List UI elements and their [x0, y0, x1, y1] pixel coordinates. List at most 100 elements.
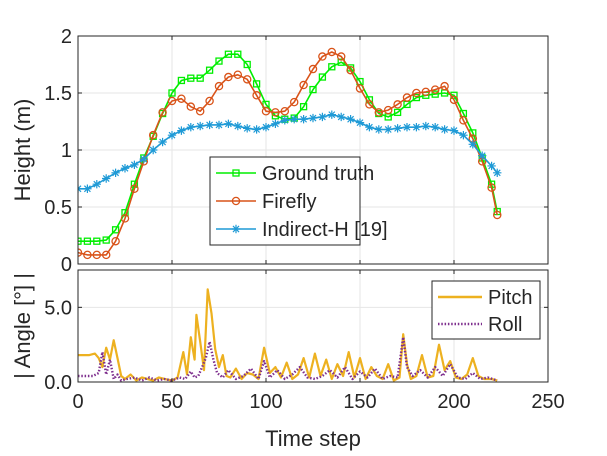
legend: Pitch Roll: [431, 280, 541, 340]
data-point: [187, 74, 195, 82]
data-point: [83, 184, 92, 193]
data-point: [167, 96, 177, 106]
data-point: [327, 47, 337, 57]
data-point: [280, 116, 289, 125]
y-axis-label: Height (m): [10, 99, 35, 202]
data-point: [431, 123, 440, 132]
data-point: [431, 90, 439, 98]
data-point: [148, 130, 158, 140]
data-point: [468, 140, 477, 149]
data-point: [449, 95, 459, 105]
y-axis-label: | Angle [°] |: [10, 273, 35, 379]
data-point: [83, 250, 92, 260]
data-point: [121, 209, 129, 217]
data-point: [224, 72, 233, 82]
y-tick-label: 5.0: [44, 297, 72, 319]
data-point: [430, 85, 440, 94]
data-point: [243, 60, 251, 69]
data-point: [92, 180, 101, 189]
data-point: [384, 125, 393, 134]
series-firefly: [78, 47, 502, 260]
x-tick-label: 200: [437, 391, 470, 413]
data-point: [205, 66, 214, 74]
data-point: [224, 119, 233, 128]
data-point: [130, 184, 139, 194]
data-point: [224, 50, 233, 58]
data-point: [318, 112, 327, 122]
data-point: [383, 105, 393, 115]
data-point: [421, 121, 430, 131]
data-point: [492, 210, 502, 220]
data-point: [308, 64, 318, 74]
data-point: [309, 85, 317, 94]
data-point: [101, 250, 111, 260]
x-tick-label: 150: [343, 391, 376, 413]
data-point: [111, 168, 120, 177]
data-point: [280, 106, 290, 116]
data-point: [412, 93, 421, 102]
data-point: [346, 115, 355, 124]
angle-panel: 0 50 100 150 200 250 0.0 5.0 | Angle [°] | Time s…: [10, 269, 565, 451]
data-point: [355, 118, 365, 127]
data-point: [252, 91, 261, 100]
x-tick-label: 100: [249, 391, 282, 413]
data-point: [205, 120, 214, 130]
data-point: [328, 63, 336, 71]
data-point: [289, 97, 299, 107]
data-point: [374, 108, 384, 117]
y-tick-label: 1: [61, 140, 72, 162]
data-point: [149, 145, 158, 155]
data-point: [92, 250, 102, 260]
legend-marker: [231, 196, 241, 206]
y-tick-label: 0.5: [44, 197, 72, 219]
data-point: [459, 130, 468, 140]
data-point: [233, 70, 243, 80]
series-line-roll: [78, 336, 498, 382]
data-point: [365, 123, 374, 132]
data-point: [233, 121, 242, 131]
data-point: [111, 236, 120, 246]
data-point: [168, 89, 176, 97]
data-point: [205, 96, 214, 106]
data-point: [346, 65, 355, 75]
data-point: [158, 108, 167, 117]
data-point: [214, 81, 224, 91]
data-point: [102, 236, 110, 244]
data-point: [393, 108, 402, 117]
x-tick-label: 0: [72, 391, 83, 413]
data-point: [186, 102, 196, 111]
x-tick-label: 250: [531, 391, 564, 413]
data-point: [243, 124, 252, 133]
legend-marker: [231, 224, 241, 234]
data-point: [93, 237, 101, 245]
data-point: [139, 154, 148, 164]
legend-label-ground-truth: Ground truth: [262, 163, 374, 185]
data-point: [186, 123, 195, 132]
data-point: [365, 100, 374, 109]
data-point: [177, 76, 186, 85]
x-axis-label: Time step: [265, 426, 361, 451]
data-point: [374, 125, 383, 134]
data-point: [337, 112, 346, 122]
data-point: [336, 52, 346, 61]
data-point: [158, 137, 167, 147]
legend: Ground truth Firefly Indirect-H [19]: [209, 156, 388, 246]
y-tick-label: 2: [61, 26, 72, 48]
data-point: [271, 108, 280, 117]
data-point: [412, 123, 421, 132]
data-point: [299, 103, 308, 111]
data-point: [120, 214, 130, 223]
data-point: [308, 113, 318, 123]
data-point: [299, 115, 308, 124]
legend-label-pitch: Pitch: [488, 287, 532, 309]
data-point: [487, 183, 496, 192]
data-point: [196, 121, 205, 131]
x-tick-label: 50: [161, 391, 183, 413]
data-point: [261, 106, 271, 116]
legend-label-firefly: Firefly: [262, 191, 316, 213]
data-point: [111, 226, 120, 234]
data-point: [271, 119, 280, 128]
y-tick-label: 0.0: [44, 372, 72, 394]
data-point: [393, 100, 402, 109]
